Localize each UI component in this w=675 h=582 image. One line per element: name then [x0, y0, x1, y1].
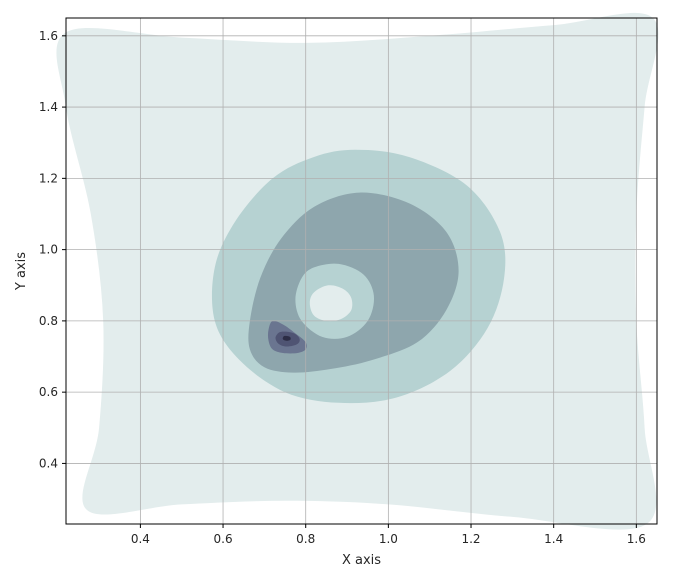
y-tick-label-2: 0.8 — [39, 314, 58, 328]
plot-frame — [65, 17, 658, 525]
grid-lines — [66, 18, 657, 524]
x-tick-label-2: 0.8 — [296, 532, 315, 546]
x-tick-label-0: 0.4 — [131, 532, 150, 546]
y-tick-label-1: 0.6 — [39, 385, 58, 399]
x-tick-label-6: 1.6 — [627, 532, 646, 546]
y-tick-label-5: 1.4 — [39, 100, 58, 114]
y-axis-label: Y axis — [14, 252, 29, 291]
y-tick-label-4: 1.2 — [39, 171, 58, 185]
x-tick-label-1: 0.6 — [214, 532, 233, 546]
x-axis-ticks: 0.4 0.6 0.8 1.0 1.2 1.4 1.6 — [131, 524, 646, 546]
x-tick-label-4: 1.2 — [461, 532, 480, 546]
x-axis-label: X axis — [342, 553, 381, 568]
y-axis-ticks: 0.4 0.6 0.8 1.0 1.2 1.4 1.6 — [39, 29, 66, 470]
x-tick-label-3: 1.0 — [379, 532, 398, 546]
y-tick-label-6: 1.6 — [39, 29, 58, 43]
y-tick-label-3: 1.0 — [39, 243, 58, 257]
contour-layers — [56, 12, 659, 530]
y-tick-label-0: 0.4 — [39, 456, 58, 470]
contour-level-6 — [282, 335, 291, 341]
contour-hole-inner — [309, 285, 353, 322]
x-tick-label-5: 1.4 — [544, 532, 563, 546]
